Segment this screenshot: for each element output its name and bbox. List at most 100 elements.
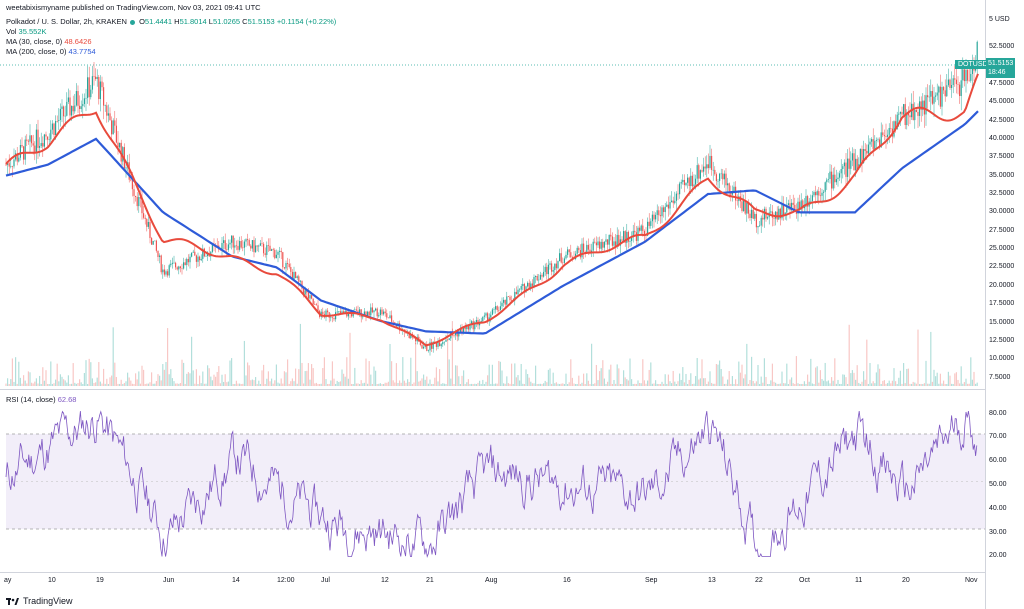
volume-bar (147, 383, 149, 386)
time-tick-label: 21 (426, 577, 434, 584)
volume-bar (527, 374, 529, 386)
candle-body (43, 134, 45, 147)
volume-bar (629, 358, 631, 386)
candle-body (133, 189, 135, 196)
volume-bar (394, 382, 396, 386)
volume-bar (389, 343, 391, 386)
tradingview-logo[interactable]: TradingView (6, 596, 73, 606)
candle-body (88, 77, 90, 98)
volume-bar (176, 383, 178, 386)
candle-body (800, 200, 802, 210)
candle-body (821, 192, 823, 196)
candle-body (56, 121, 58, 122)
volume-bar (904, 383, 906, 386)
volume-bar (640, 383, 642, 386)
volume-bar (514, 363, 516, 386)
volume-bar (723, 383, 725, 386)
volume-bar (962, 383, 964, 386)
candle-body (339, 311, 341, 314)
candle-body (176, 267, 178, 270)
candle-body (415, 338, 417, 342)
volume-bar (263, 364, 265, 386)
volume-bar (813, 383, 815, 386)
volume-bar (808, 381, 810, 386)
volume-bar (287, 359, 289, 386)
volume-bar (288, 383, 290, 386)
candle-body (613, 241, 615, 246)
volume-bar (48, 383, 50, 386)
candle-body (149, 222, 151, 239)
candle-body (632, 230, 634, 238)
volume-bar (31, 382, 33, 386)
volume-bar (645, 383, 647, 386)
rsi-tick-label: 60.00 (989, 457, 1007, 465)
volume-bar (917, 329, 919, 386)
volume-bar (195, 369, 197, 386)
volume-bar (520, 363, 522, 386)
candle-body (221, 243, 223, 250)
volume-bar (954, 373, 956, 386)
volume-bar (683, 382, 685, 386)
candle-body (755, 213, 757, 228)
volume-bar (47, 383, 49, 386)
candle-body (248, 240, 250, 246)
volume-bar (402, 357, 404, 386)
volume-bar (347, 378, 349, 386)
publisher-credit: weetabixismyname published on TradingVie… (6, 3, 261, 12)
candle-body (842, 166, 844, 170)
volume-bar (362, 383, 364, 386)
rsi-value: 62.68 (57, 395, 77, 404)
volume-bar (184, 383, 186, 386)
volume-bar (442, 383, 444, 386)
candle-body (759, 225, 761, 227)
candle-body (279, 250, 281, 252)
volume-bar (731, 376, 733, 386)
volume-bar (282, 383, 284, 386)
volume-bar (933, 369, 935, 386)
candle-body (650, 221, 652, 226)
candle-body (343, 311, 345, 313)
candle-body (26, 139, 28, 141)
candle-body (471, 321, 473, 325)
volume-bar (626, 379, 628, 386)
candle-body (136, 197, 138, 207)
volume-bar (215, 376, 217, 386)
volume-bar (415, 342, 417, 386)
volume-bar (338, 382, 340, 386)
candle-body (42, 143, 44, 147)
volume-bar (859, 383, 861, 386)
candle-body (288, 263, 290, 268)
volume-bar (915, 383, 917, 386)
volume-bar (615, 383, 617, 386)
volume-value: 35.552K (18, 27, 47, 36)
volume-bar (573, 383, 575, 386)
volume-bar (842, 374, 844, 386)
candle-body (607, 239, 609, 245)
candle-body (31, 135, 33, 144)
candle-body (117, 142, 119, 148)
candle-body (871, 139, 873, 142)
volume-bar (483, 383, 485, 386)
candle-body (400, 330, 402, 332)
volume-bar (563, 384, 565, 386)
volume-bar (400, 382, 402, 386)
time-tick-label: 10 (48, 577, 56, 584)
volume-bar (607, 381, 609, 386)
candle-body (263, 243, 265, 254)
candle-body (96, 77, 98, 80)
volume-bar (925, 360, 927, 386)
volume-bar (237, 383, 239, 386)
volume-bar (418, 381, 420, 386)
volume-bar (909, 383, 911, 386)
volume-bar (311, 364, 313, 386)
volume-bar (623, 370, 625, 386)
candle-body (112, 120, 114, 135)
candle-body (389, 315, 391, 319)
volume-bar (971, 379, 973, 386)
candle-body (167, 271, 169, 276)
candle-body (18, 157, 20, 162)
candle-body (640, 225, 642, 231)
volume-bar (117, 383, 119, 386)
volume-bar (816, 366, 818, 386)
